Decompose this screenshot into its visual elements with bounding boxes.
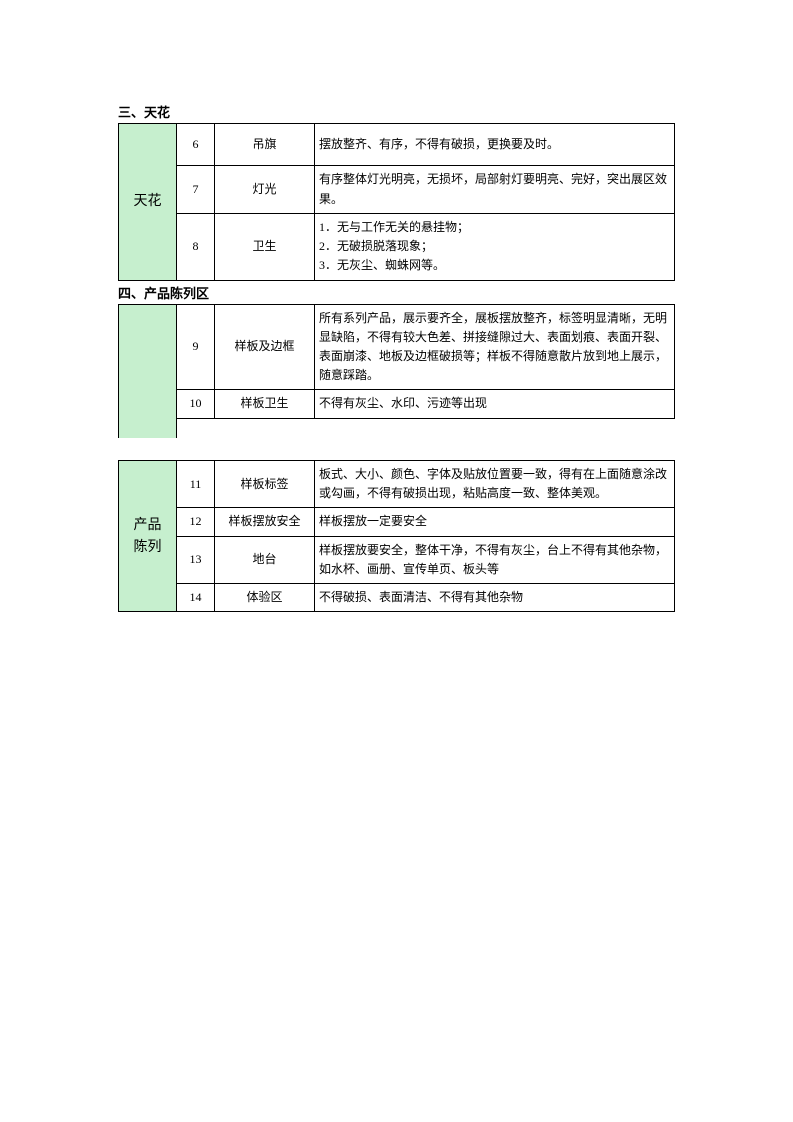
desc-cell: 不得有灰尘、水印、污迹等出现 xyxy=(315,390,675,418)
desc-cell: 1．无与工作无关的悬挂物； 2．无破损脱落现象； 3．无灰尘、蜘蛛网等。 xyxy=(315,214,675,281)
table-section-3: 天花 6 吊旗 摆放整齐、有序，不得有破损，更换要及时。 7 灯光 有序整体灯光… xyxy=(118,123,675,281)
category-cell: 天花 xyxy=(119,124,177,281)
desc-cell: 不得破损、表面清洁、不得有其他杂物 xyxy=(315,583,675,611)
table-row: 9 样板及边框 所有系列产品，展示要齐全，展板摆放整齐，标签明显清晰，无明显缺陷… xyxy=(119,304,675,390)
desc-cell: 样板摆放一定要安全 xyxy=(315,508,675,536)
section-4-title: 四、产品陈列区 xyxy=(118,283,675,302)
num-cell: 14 xyxy=(177,583,215,611)
num-cell: 10 xyxy=(177,390,215,418)
table-row: 10 样板卫生 不得有灰尘、水印、污迹等出现 xyxy=(119,390,675,418)
num-cell: 13 xyxy=(177,536,215,583)
name-cell: 地台 xyxy=(215,536,315,583)
name-cell: 样板摆放安全 xyxy=(215,508,315,536)
num-cell: 6 xyxy=(177,124,215,166)
table-row: 7 灯光 有序整体灯光明亮，无损坏，局部射灯要明亮、完好，突出展区效果。 xyxy=(119,166,675,214)
desc-cell: 板式、大小、颜色、字体及贴放位置要一致，得有在上面随意涂改或勾画，不得有破损出现… xyxy=(315,461,675,508)
section-3-title: 三、天花 xyxy=(118,102,675,121)
num-cell: 8 xyxy=(177,214,215,281)
num-cell: 11 xyxy=(177,461,215,508)
category-cell-empty xyxy=(119,304,177,438)
name-cell: 样板标签 xyxy=(215,461,315,508)
desc-cell: 所有系列产品，展示要齐全，展板摆放整齐，标签明显清晰，无明显缺陷，不得有较大色差… xyxy=(315,304,675,390)
table-section-4-bottom: 产品 陈列 11 样板标签 板式、大小、颜色、字体及贴放位置要一致，得有在上面随… xyxy=(118,460,675,612)
desc-cell: 样板摆放要安全，整体干净，不得有灰尘，台上不得有其他杂物，如水杯、画册、宣传单页… xyxy=(315,536,675,583)
name-cell: 体验区 xyxy=(215,583,315,611)
table-section-4-top: 9 样板及边框 所有系列产品，展示要齐全，展板摆放整齐，标签明显清晰，无明显缺陷… xyxy=(118,304,675,438)
table-row: 8 卫生 1．无与工作无关的悬挂物； 2．无破损脱落现象； 3．无灰尘、蜘蛛网等… xyxy=(119,214,675,281)
table-row: 天花 6 吊旗 摆放整齐、有序，不得有破损，更换要及时。 xyxy=(119,124,675,166)
name-cell: 灯光 xyxy=(215,166,315,214)
name-cell: 卫生 xyxy=(215,214,315,281)
category-cell: 产品 陈列 xyxy=(119,461,177,612)
table-gap-row xyxy=(119,418,675,438)
table-row: 产品 陈列 11 样板标签 板式、大小、颜色、字体及贴放位置要一致，得有在上面随… xyxy=(119,461,675,508)
desc-cell: 摆放整齐、有序，不得有破损，更换要及时。 xyxy=(315,124,675,166)
table-row: 13 地台 样板摆放要安全，整体干净，不得有灰尘，台上不得有其他杂物，如水杯、画… xyxy=(119,536,675,583)
name-cell: 样板及边框 xyxy=(215,304,315,390)
num-cell: 12 xyxy=(177,508,215,536)
category-label-line1: 产品 xyxy=(123,515,172,537)
num-cell: 7 xyxy=(177,166,215,214)
table-row: 12 样板摆放安全 样板摆放一定要安全 xyxy=(119,508,675,536)
name-cell: 样板卫生 xyxy=(215,390,315,418)
category-label-line2: 陈列 xyxy=(123,537,172,559)
desc-cell: 有序整体灯光明亮，无损坏，局部射灯要明亮、完好，突出展区效果。 xyxy=(315,166,675,214)
name-cell: 吊旗 xyxy=(215,124,315,166)
num-cell: 9 xyxy=(177,304,215,390)
table-row: 14 体验区 不得破损、表面清洁、不得有其他杂物 xyxy=(119,583,675,611)
